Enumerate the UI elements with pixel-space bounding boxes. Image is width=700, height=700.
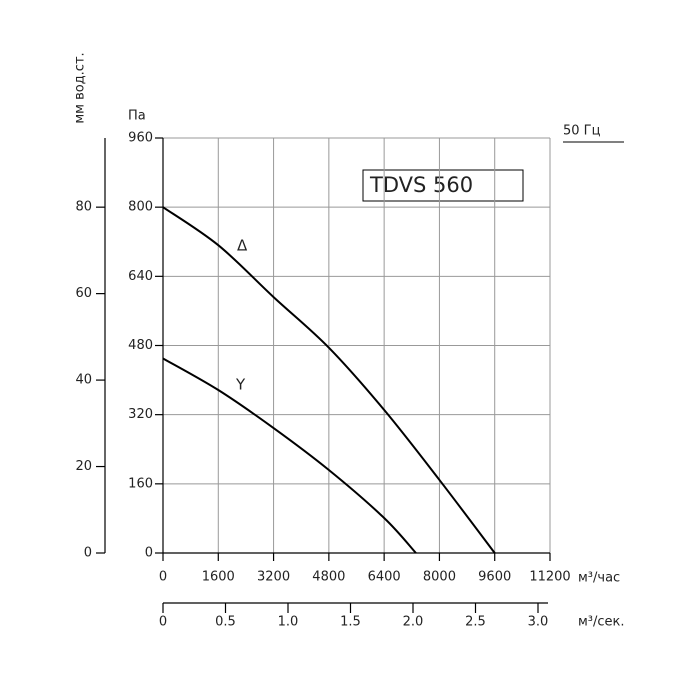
- x2-tick-label: 1.5: [340, 615, 361, 630]
- y2-tick-label: 0: [84, 546, 92, 561]
- y2-tick-label: 20: [75, 459, 92, 474]
- y2-tick-label: 60: [75, 286, 92, 301]
- x2-tick-label: 2.0: [403, 615, 424, 630]
- y2-tick-label: 40: [75, 373, 92, 388]
- chart-title: TDVS 560: [369, 173, 473, 197]
- y-tick-label: 800: [128, 200, 153, 215]
- x-tick-label: 9600: [478, 570, 511, 585]
- x-tick-label: 11200: [529, 570, 570, 585]
- title-box: [362, 169, 524, 202]
- y-tick-label: 640: [128, 269, 153, 284]
- x-tick-label: 3200: [257, 570, 290, 585]
- curve-label: Δ: [237, 237, 248, 255]
- y-tick-label: 160: [128, 476, 153, 491]
- y-axis-label: Па: [128, 109, 146, 124]
- x2-axis-label: м³/сек.: [578, 615, 625, 630]
- y-tick-label: 0: [145, 546, 153, 561]
- y-tick-label: 960: [128, 131, 153, 146]
- frequency-label: 50 Гц: [563, 124, 601, 139]
- x-tick-label: 6400: [368, 570, 401, 585]
- x2-tick-label: 3.0: [528, 615, 549, 630]
- curve: [162, 357, 417, 554]
- x2-tick-label: 0: [159, 615, 167, 630]
- x-tick-label: 0: [159, 570, 167, 585]
- x-tick-label: 1600: [202, 570, 235, 585]
- y2-tick-label: 80: [75, 200, 92, 215]
- x2-tick-label: 1.0: [278, 615, 299, 630]
- x-axis-label: м³/час: [578, 571, 620, 586]
- x2-tick-label: 0.5: [215, 615, 236, 630]
- curve: [162, 206, 496, 554]
- x-tick-label: 8000: [423, 570, 456, 585]
- x2-tick-label: 2.5: [465, 615, 486, 630]
- curve-label: Y: [235, 376, 246, 394]
- y-tick-label: 480: [128, 338, 153, 353]
- y-tick-label: 320: [128, 407, 153, 422]
- x-tick-label: 4800: [312, 570, 345, 585]
- y2-axis-label: мм вод.ст.: [73, 52, 88, 123]
